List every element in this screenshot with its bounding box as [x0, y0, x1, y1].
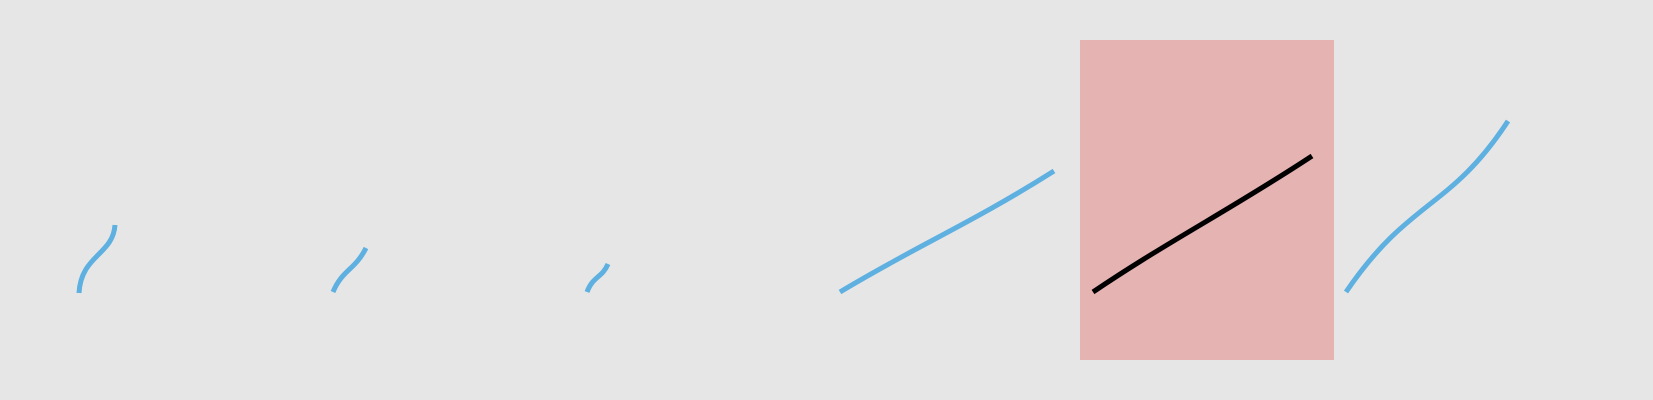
stroke-group [76, 119, 1511, 295]
stroke-5-highlighted[interactable] [1091, 153, 1314, 295]
stroke-6[interactable] [1343, 119, 1511, 294]
stroke-2[interactable] [330, 246, 369, 294]
stroke-1[interactable] [76, 224, 118, 294]
stroke-4[interactable] [838, 168, 1056, 295]
highlight-box [1080, 40, 1334, 360]
stroke-3[interactable] [584, 262, 611, 293]
